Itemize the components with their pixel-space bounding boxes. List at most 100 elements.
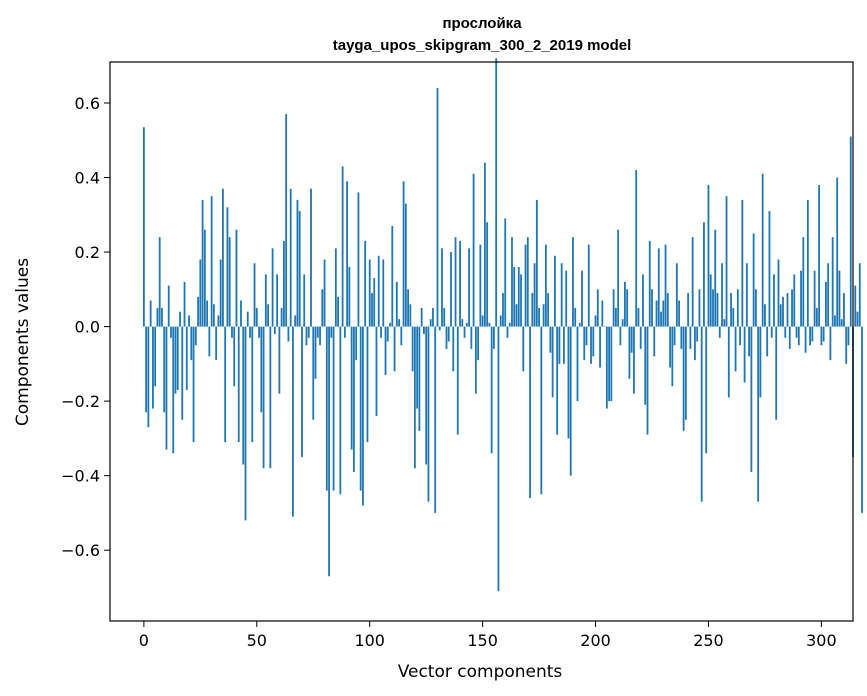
bar-301: [822, 326, 825, 342]
bar-46: [246, 311, 249, 327]
bar-28: [206, 300, 209, 327]
bar-239: [682, 326, 685, 431]
bar-210: [617, 229, 620, 327]
bar-54: [264, 274, 267, 327]
x-tick-label: 50: [247, 631, 267, 650]
bar-104: [377, 255, 380, 327]
bar-253: [714, 229, 717, 327]
bar-316: [856, 311, 859, 327]
bar-4: [152, 326, 154, 409]
bar-135: [447, 326, 450, 342]
bar-109: [389, 322, 391, 327]
bar-170: [526, 237, 529, 327]
bar-63: [285, 114, 288, 327]
bar-120: [413, 326, 416, 469]
bar-184: [558, 326, 561, 364]
bar-58: [273, 326, 276, 335]
chart-title: прослойка: [442, 15, 522, 32]
bar-127: [429, 319, 432, 327]
bar-174: [535, 199, 538, 327]
bar-105: [380, 326, 382, 338]
bar-221: [642, 274, 644, 327]
bar-103: [375, 326, 378, 417]
bar-83: [330, 326, 333, 338]
bar-96: [359, 326, 362, 491]
bar-32: [215, 326, 218, 361]
bar-165: [515, 304, 518, 327]
bar-24: [197, 296, 199, 327]
bar-202: [599, 326, 601, 368]
bar-110: [391, 225, 394, 327]
bar-126: [427, 326, 430, 502]
bar-124: [423, 326, 425, 335]
bar-71: [303, 274, 306, 327]
bar-270: [752, 233, 755, 327]
bar-234: [671, 326, 674, 387]
bar-78: [319, 326, 321, 346]
bar-137: [452, 326, 455, 372]
bar-244: [694, 326, 696, 361]
bar-77: [316, 326, 319, 338]
bar-84: [332, 326, 335, 491]
bar-53: [262, 326, 265, 469]
bar-226: [653, 326, 656, 357]
y-tick-label: 0.4: [75, 169, 100, 188]
bar-312: [847, 326, 850, 346]
bar-153: [488, 322, 491, 327]
bar-257: [723, 319, 726, 327]
bar-138: [454, 237, 457, 327]
bar-42: [237, 326, 240, 443]
bar-229: [660, 311, 662, 327]
bar-313: [849, 136, 852, 327]
bar-67: [294, 315, 297, 327]
bar-93: [353, 326, 355, 472]
bar-278: [770, 326, 773, 338]
bar-307: [836, 177, 839, 327]
bar-87: [339, 326, 342, 495]
bar-143: [465, 322, 468, 327]
bar-303: [827, 263, 830, 327]
bar-258: [725, 196, 728, 327]
bar-131: [438, 326, 441, 331]
bar-173: [533, 263, 536, 327]
bar-199: [592, 326, 595, 357]
bar-291: [800, 270, 802, 327]
bar-12: [170, 326, 172, 338]
bar-267: [745, 263, 748, 327]
bar-44: [242, 326, 245, 465]
bar-45: [244, 326, 247, 521]
bar-227: [655, 300, 658, 327]
bar-298: [815, 307, 818, 327]
bar-195: [583, 326, 586, 361]
bar-189: [569, 326, 572, 476]
bar-64: [287, 326, 290, 342]
bar-113: [398, 319, 400, 327]
chart-subtitle: tayga_upos_skipgram_300_2_2019 model: [333, 37, 632, 54]
bar-65: [289, 188, 292, 327]
bar-57: [271, 248, 274, 327]
x-tick-label: 250: [693, 631, 724, 650]
bar-228: [657, 248, 660, 327]
bar-200: [594, 315, 597, 327]
bar-11: [167, 285, 170, 327]
bar-238: [680, 326, 683, 349]
bar-49: [253, 263, 256, 327]
bar-179: [547, 293, 550, 327]
bar-79: [321, 289, 324, 327]
bar-164: [513, 266, 516, 327]
bar-185: [560, 263, 563, 327]
bar-17: [181, 326, 184, 420]
bar-245: [696, 326, 699, 342]
bar-280: [775, 326, 778, 420]
bar-297: [813, 270, 816, 327]
bar-264: [739, 326, 741, 346]
bar-206: [608, 326, 610, 402]
bar-160: [504, 218, 507, 327]
bar-191: [574, 307, 577, 327]
bar-167: [520, 274, 522, 327]
bar-198: [590, 326, 592, 364]
bar-26: [201, 199, 204, 327]
bar-247: [700, 326, 703, 502]
bar-261: [732, 307, 735, 327]
